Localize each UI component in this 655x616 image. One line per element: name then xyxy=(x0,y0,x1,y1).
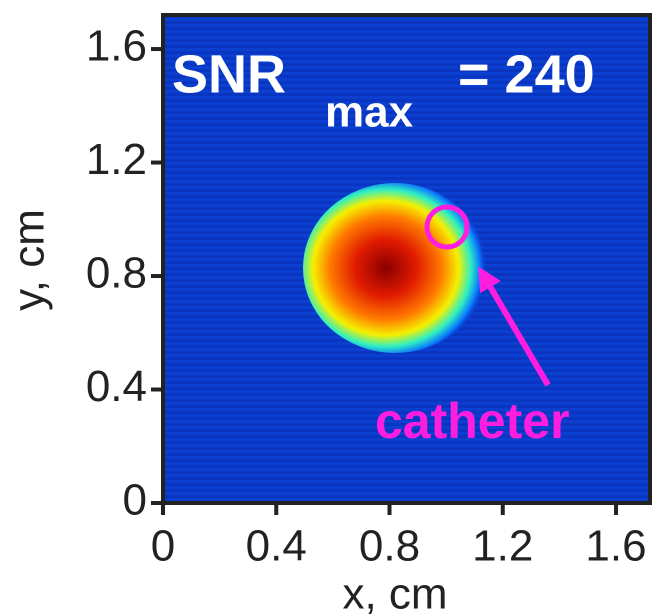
x-tick-label: 1.6 xyxy=(585,522,646,571)
y-tick-label: 0.8 xyxy=(86,249,147,298)
annotation: SNR xyxy=(172,44,286,104)
annotation: catheter xyxy=(375,393,570,449)
axes: 0 0.4 0.8 1.2 1.6 0 0.4 0.8 1.2 1.6 xyxy=(86,13,652,571)
x-tick-label: 0.8 xyxy=(359,522,420,571)
y-axis-label: y, cm xyxy=(5,209,54,311)
y-tick-label: 0.4 xyxy=(86,362,147,411)
x-axis-label: x, cm xyxy=(342,570,447,616)
x-tick-label: 0 xyxy=(151,522,175,571)
catheter-circle xyxy=(424,204,470,250)
plot-frame xyxy=(161,13,652,505)
catheter-arrow xyxy=(478,266,551,387)
heatmap-image xyxy=(163,15,650,503)
y-tick-label: 0 xyxy=(123,476,147,525)
annotation: = 240 xyxy=(458,44,595,104)
y-tick-label: 1.2 xyxy=(86,135,147,184)
x-tick-label: 1.2 xyxy=(472,522,533,571)
annotation: max xyxy=(325,88,414,137)
y-tick-label: 1.6 xyxy=(86,22,147,71)
x-tick-label: 0.4 xyxy=(246,522,307,571)
